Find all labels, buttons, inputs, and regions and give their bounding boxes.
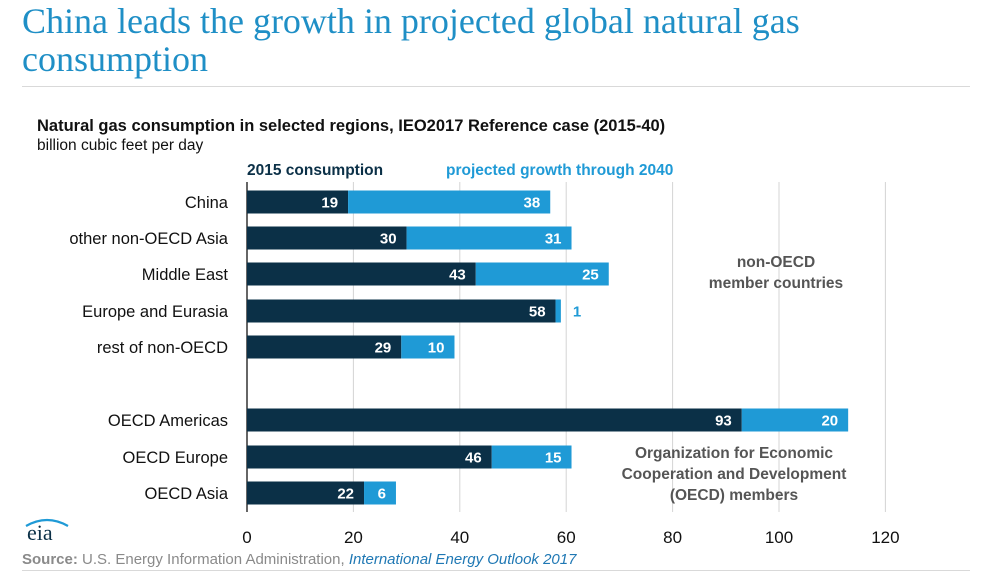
footer-divider: [22, 570, 970, 571]
value-label-growth: 38: [524, 195, 541, 212]
bar-projected-growth: [364, 481, 396, 505]
x-tick-label: 100: [765, 528, 793, 547]
bar-2015-consumption: [247, 445, 492, 469]
slide-title: China leads the growth in projected glob…: [22, 1, 800, 79]
value-label-growth: 10: [428, 340, 445, 357]
category-label: Europe and Eurasia: [82, 303, 229, 321]
value-label-2015: 19: [321, 195, 338, 212]
legend-projected-growth: projected growth through 2040: [446, 162, 674, 179]
bar-projected-growth: [741, 408, 849, 432]
category-label: other non-OECD Asia: [69, 230, 228, 248]
annotation-text: member countries: [709, 275, 843, 292]
source-label: Source:: [22, 551, 78, 568]
category-label: OECD Europe: [123, 449, 228, 467]
title-divider: [22, 86, 970, 87]
x-tick-label: 120: [871, 528, 899, 547]
value-label-growth: 31: [545, 231, 562, 248]
value-label-2015: 29: [375, 340, 392, 357]
value-label-2015: 93: [715, 413, 732, 430]
value-label-2015: 43: [449, 267, 466, 284]
chart-subtitle: billion cubic feet per day: [37, 137, 204, 154]
eia-logo-text: eia: [27, 520, 53, 543]
category-label: OECD Americas: [108, 412, 228, 430]
bar-2015-consumption: [247, 335, 402, 359]
bar-projected-growth: [475, 262, 609, 286]
bar-projected-growth: [406, 226, 572, 250]
annotation-text: Cooperation and Development: [622, 466, 847, 483]
x-tick-label: 60: [557, 528, 576, 547]
category-label: OECD Asia: [145, 485, 229, 503]
x-tick-label: 80: [663, 528, 682, 547]
value-label-2015: 46: [465, 450, 482, 467]
bar-projected-growth: [401, 335, 455, 359]
value-label-2015: 58: [529, 304, 546, 321]
value-label-growth: 1: [573, 304, 581, 321]
bar-2015-consumption: [247, 262, 476, 286]
bar-2015-consumption: [247, 299, 556, 323]
bar-projected-growth: [348, 190, 551, 214]
bar-2015-consumption: [247, 408, 742, 432]
category-label: rest of non-OECD: [97, 339, 228, 357]
bar-2015-consumption: [247, 190, 349, 214]
value-label-growth: 6: [378, 486, 386, 503]
bar-2015-consumption: [247, 481, 365, 505]
annotation-text: Organization for Economic: [635, 445, 833, 462]
value-label-growth: 15: [545, 450, 562, 467]
value-label-growth: 25: [582, 267, 599, 284]
eia-swoosh-icon: [25, 518, 69, 527]
bar-projected-growth: [555, 299, 561, 323]
category-label: China: [185, 194, 229, 212]
chart-title: Natural gas consumption in selected regi…: [37, 117, 666, 135]
x-tick-label: 40: [450, 528, 469, 547]
value-label-2015: 22: [337, 486, 354, 503]
value-label-2015: 30: [380, 231, 397, 248]
value-label-growth: 20: [821, 413, 838, 430]
annotation-text: (OECD) members: [670, 487, 798, 504]
bar-projected-growth: [491, 445, 572, 469]
x-tick-label: 0: [242, 528, 251, 547]
annotation-text: non-OECD: [737, 254, 815, 271]
source-note: Source: U.S. Energy Information Administ…: [22, 551, 576, 568]
category-label: Middle East: [142, 266, 229, 284]
source-text: U.S. Energy Information Administration,: [77, 551, 349, 568]
eia-logo: eia: [22, 513, 72, 548]
source-link[interactable]: International Energy Outlook 2017: [348, 551, 577, 568]
x-tick-label: 20: [344, 528, 363, 547]
legend-2015-consumption: 2015 consumption: [247, 162, 384, 179]
bar-2015-consumption: [247, 226, 407, 250]
